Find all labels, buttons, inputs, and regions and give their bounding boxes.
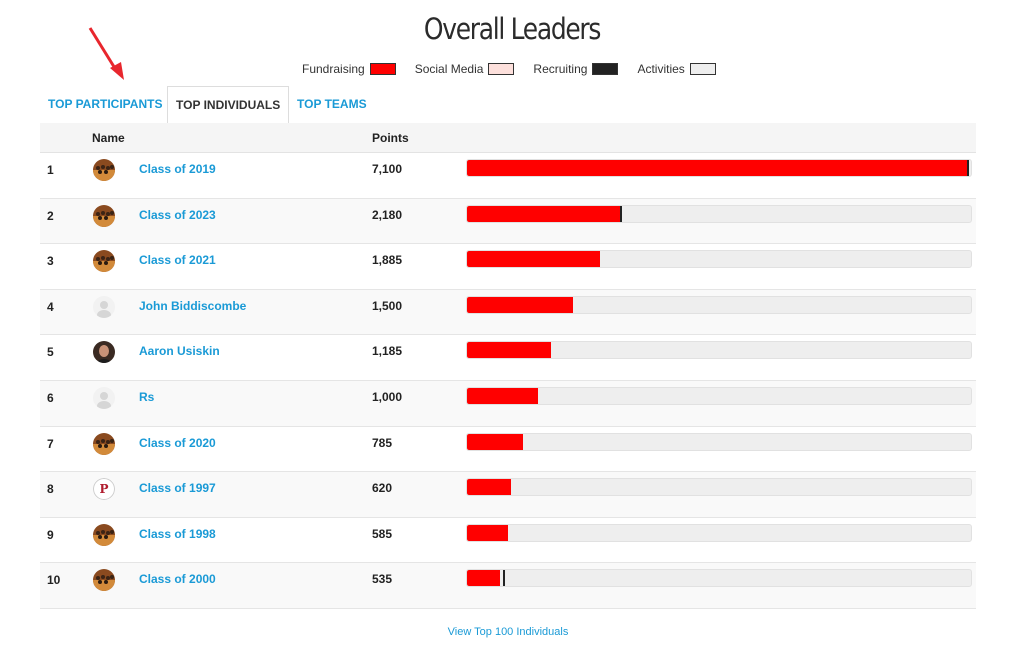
default-user-icon[interactable] <box>93 386 115 409</box>
participant-name-link[interactable]: Class of 2021 <box>139 253 216 268</box>
legend-label: Recruiting <box>533 62 588 76</box>
points-value: 2,180 <box>372 207 403 222</box>
rank-number: 6 <box>47 390 54 405</box>
group-photo-icon[interactable] <box>93 250 115 273</box>
points-bar <box>466 386 972 405</box>
participant-name-link[interactable]: Aaron Usiskin <box>139 344 220 359</box>
recruiting-bar-segment <box>503 570 505 587</box>
points-value: 1,000 <box>372 389 403 404</box>
table-header: Name Points <box>40 123 976 153</box>
rank-number: 7 <box>47 436 54 451</box>
legend-item: Social Media <box>415 62 515 76</box>
fundraising-bar-segment <box>467 342 551 359</box>
table-row: 9 Class of 1998 585 <box>40 517 976 564</box>
fundraising-bar-segment <box>467 205 620 222</box>
participant-name-link[interactable]: Class of 2019 <box>139 162 216 176</box>
tab-top-participants[interactable]: TOP PARTICIPANTS <box>48 97 163 111</box>
group-photo-icon[interactable] <box>93 159 115 181</box>
tab-top-individuals[interactable]: TOP INDIVIDUALS <box>167 86 290 123</box>
participant-name-link[interactable]: John Biddiscombe <box>139 298 247 313</box>
table-row: 7 Class of 2020 785 <box>40 426 976 473</box>
group-photo-icon[interactable] <box>93 204 115 227</box>
legend-item: Activities <box>637 62 716 76</box>
points-bar <box>466 159 972 177</box>
points-bar <box>466 250 972 269</box>
points-column-header: Points <box>372 131 409 145</box>
fundraising-bar-segment <box>467 160 967 176</box>
legend: Fundraising Social Media Recruiting Activit… <box>302 62 735 76</box>
legend-label: Fundraising <box>302 62 365 76</box>
points-bar <box>466 478 972 497</box>
table-row: 5 Aaron Usiskin 1,185 <box>40 335 976 381</box>
points-bar <box>466 523 972 542</box>
points-bar <box>466 341 972 360</box>
points-value: 620 <box>372 481 393 496</box>
table-body: 1 Class of 2019 7,100 2 Class of 2023 2,180 3 C… <box>40 153 976 609</box>
table-row: 8 P Class of 1997 620 <box>40 472 976 518</box>
fundraising-bar-segment <box>467 251 600 268</box>
rank-number: 8 <box>47 482 54 497</box>
rank-number: 4 <box>47 299 54 314</box>
legend-swatch <box>689 63 716 75</box>
points-bar <box>466 295 972 314</box>
fundraising-bar-segment <box>467 479 511 496</box>
points-bar <box>466 569 972 588</box>
participant-name-link[interactable]: Class of 2020 <box>139 435 216 450</box>
leaderboard-tabs: TOP PARTICIPANTS TOP INDIVIDUALS TOP TEA… <box>40 86 976 123</box>
table-row: 2 Class of 2023 2,180 <box>40 198 976 245</box>
leaderboard-table: Name Points 1 Class of 2019 7,100 2 Class of… <box>40 123 976 609</box>
points-value: 1,885 <box>372 253 403 268</box>
fundraising-bar-segment <box>467 296 573 313</box>
legend-item: Recruiting <box>533 62 619 76</box>
logo-p-icon[interactable]: P <box>93 478 115 501</box>
red-arrow-annotation <box>88 27 124 80</box>
table-row: 6 Rs 1,000 <box>40 380 976 427</box>
participant-name-link[interactable]: Rs <box>139 389 155 404</box>
legend-label: Social Media <box>414 62 484 76</box>
recruiting-bar-segment <box>620 205 622 222</box>
points-value: 585 <box>372 526 393 541</box>
recruiting-bar-segment <box>967 160 969 176</box>
participant-name-link[interactable]: Class of 1998 <box>139 526 216 541</box>
name-column-header: Name <box>92 131 125 145</box>
rank-number: 1 <box>47 163 54 177</box>
rank-number: 9 <box>47 527 54 542</box>
participant-name-link[interactable]: Class of 2000 <box>139 572 216 587</box>
points-value: 1,500 <box>372 298 403 313</box>
rank-number: 2 <box>47 208 54 223</box>
rank-number: 3 <box>47 254 54 269</box>
tab-top-teams[interactable]: TOP TEAMS <box>297 97 367 111</box>
fundraising-bar-segment <box>467 387 538 404</box>
fundraising-bar-segment <box>467 433 523 450</box>
participant-name-link[interactable]: Class of 2023 <box>139 207 216 222</box>
legend-swatch <box>488 63 515 75</box>
legend-item: Fundraising <box>302 62 396 76</box>
group-photo-icon[interactable] <box>93 569 115 592</box>
group-photo-icon[interactable] <box>93 432 115 455</box>
table-row: 1 Class of 2019 7,100 <box>40 153 976 199</box>
person-photo-icon[interactable] <box>93 341 115 364</box>
fundraising-bar-segment <box>467 570 500 587</box>
points-value: 535 <box>372 572 393 587</box>
points-bar <box>466 204 972 223</box>
points-bar <box>466 432 972 451</box>
legend-swatch <box>369 63 396 75</box>
points-value: 785 <box>372 435 393 450</box>
table-row: 4 John Biddiscombe 1,500 <box>40 289 976 336</box>
rank-number: 5 <box>47 345 54 360</box>
svg-text:P: P <box>99 482 108 496</box>
legend-swatch <box>592 63 619 75</box>
default-user-icon[interactable] <box>93 295 115 318</box>
rank-number: 10 <box>47 573 61 588</box>
table-row: 10 Class of 2000 535 <box>40 563 976 609</box>
points-value: 1,185 <box>372 344 403 359</box>
fundraising-bar-segment <box>467 524 508 541</box>
table-row: 3 Class of 2021 1,885 <box>40 244 976 290</box>
view-top-100-link[interactable]: View Top 100 Individuals <box>447 626 569 638</box>
legend-label: Activities <box>637 62 685 76</box>
page-title: Overall Leaders <box>423 12 602 46</box>
group-photo-icon[interactable] <box>93 523 115 546</box>
participant-name-link[interactable]: Class of 1997 <box>139 481 216 496</box>
points-value: 7,100 <box>372 162 403 176</box>
